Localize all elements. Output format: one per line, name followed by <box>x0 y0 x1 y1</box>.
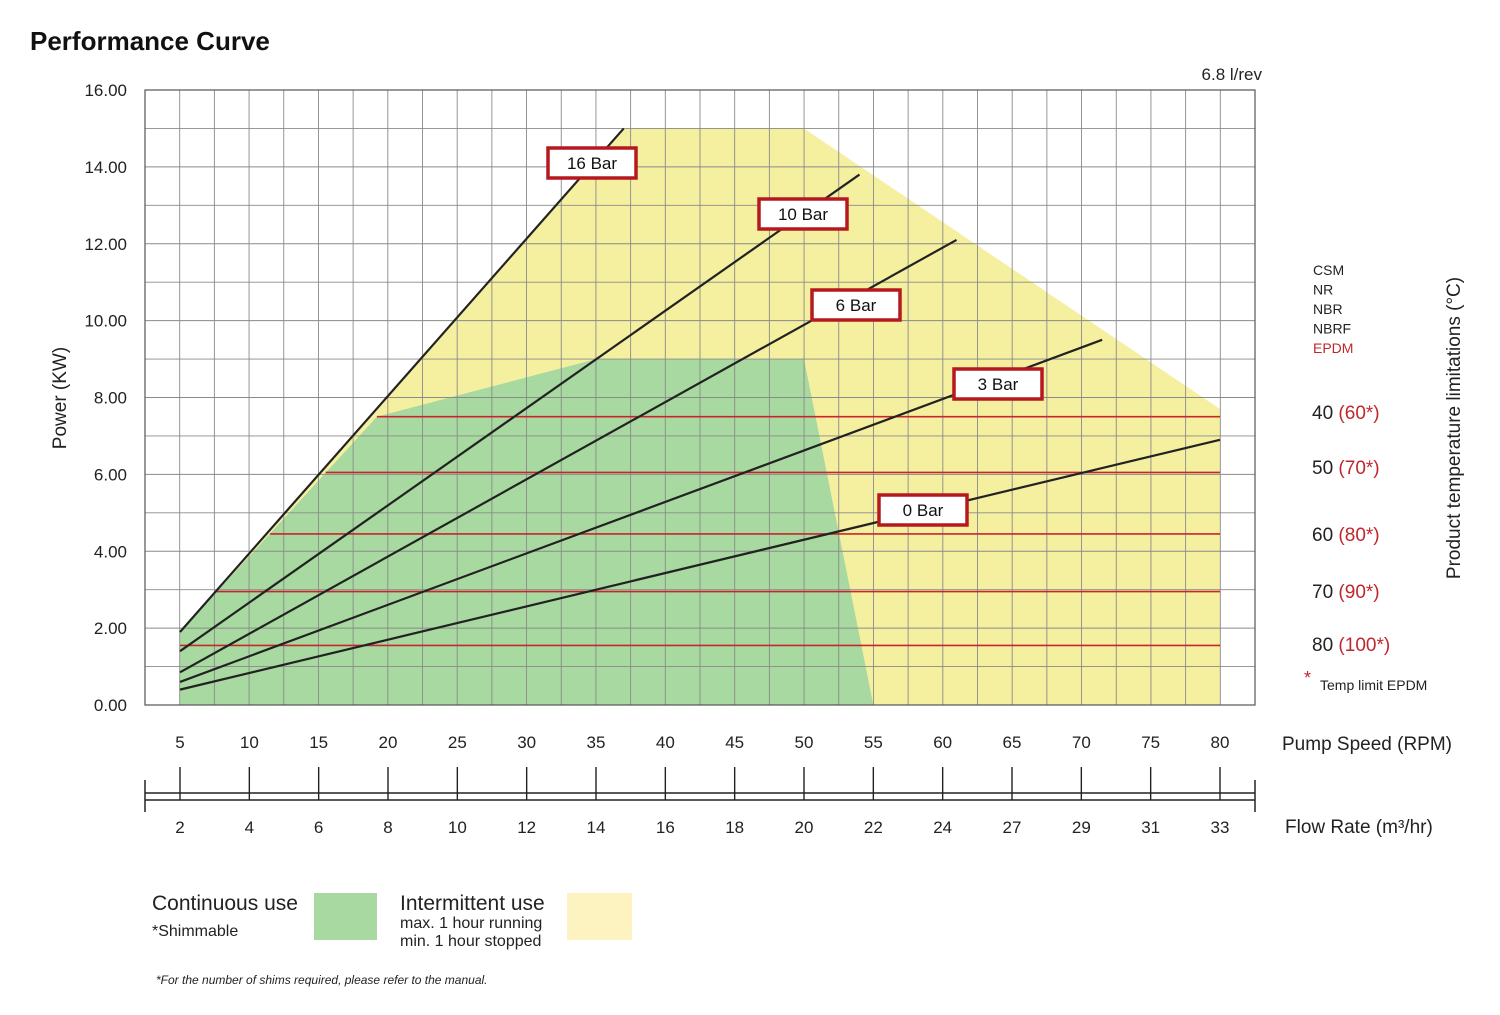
x-tick-label: 25 <box>448 733 467 752</box>
temperature-lines <box>180 415 1220 647</box>
series-line-0-bar <box>179 438 1221 691</box>
x-tick-label: 75 <box>1141 733 1160 752</box>
series-label-16-bar: 16 Bar <box>567 154 617 173</box>
flow-tick-label: 12 <box>517 818 536 837</box>
chart-title: Performance Curve <box>30 26 270 56</box>
flow-tick-label: 4 <box>245 818 254 837</box>
flow-tick-label: 6 <box>314 818 323 837</box>
legend-intermittent-title: Intermittent use <box>400 892 545 915</box>
epdm-note: Temp limit EPDM <box>1320 677 1427 693</box>
y-tick-label: 16.00 <box>84 81 127 100</box>
series-label-box-16-bar <box>546 146 638 180</box>
footnote: *For the number of shims required, pleas… <box>156 973 488 987</box>
legend-continuous-title: Continuous use <box>152 892 298 915</box>
displacement-label: 6.8 l/rev <box>1202 65 1263 84</box>
temp-label-epdm: (90*) <box>1338 582 1379 603</box>
series-line-16-bar <box>179 127 625 633</box>
y-tick-label: 12.00 <box>84 235 127 254</box>
material-epdm: EPDM <box>1313 340 1353 356</box>
grid <box>144 89 1256 706</box>
y-axis-ticks: 0.00 2.00 4.00 6.00 8.00 10.00 12.00 14.00 16.00 <box>84 81 127 715</box>
flow-tick-label: 14 <box>587 818 606 837</box>
x-tick-label: 5 <box>175 733 184 752</box>
x-axis-label: Pump Speed (RPM) <box>1282 734 1452 755</box>
flow-tick-label: 2 <box>175 818 184 837</box>
flow-tick-label: 16 <box>656 818 675 837</box>
flow-tick-label: 33 <box>1211 818 1230 837</box>
x-tick-label: 30 <box>517 733 536 752</box>
flow-tick-label: 22 <box>864 818 883 837</box>
temperature-labels: 40 (60*) 50 (70*) 60 (80*) 70 (90*) 80 (100*… <box>1312 403 1390 656</box>
flow-tick-label: 27 <box>1003 818 1022 837</box>
material-nbr: NBR <box>1313 301 1343 317</box>
x-tick-label: 80 <box>1211 733 1230 752</box>
legend-intermittent-line2: min. 1 hour stopped <box>400 933 541 950</box>
legend-intermittent-swatch <box>567 893 632 940</box>
material-nr: NR <box>1313 282 1333 298</box>
series-label-box-0-bar <box>877 493 969 527</box>
series-label-box-3-bar <box>952 367 1044 401</box>
temp-label-epdm: (60*) <box>1338 403 1379 424</box>
x-tick-label: 70 <box>1072 733 1091 752</box>
y-tick-label: 8.00 <box>94 389 127 408</box>
temperature-axis-label: Product temperature limitations (°C) <box>1444 277 1465 579</box>
y-tick-label: 14.00 <box>84 158 127 177</box>
flow-tick-label: 10 <box>448 818 467 837</box>
temp-label-70: 70 (90*) <box>1312 582 1380 603</box>
y-tick-label: 0.00 <box>94 696 127 715</box>
x-tick-label: 50 <box>795 733 814 752</box>
series-label-10-bar: 10 Bar <box>778 205 828 224</box>
x-tick-label: 15 <box>309 733 328 752</box>
temp-label-40: 40 (60*) <box>1312 403 1380 424</box>
legend-continuous-sub: *Shimmable <box>152 923 238 940</box>
series-label-box-10-bar <box>757 197 849 231</box>
x-tick-label: 10 <box>240 733 259 752</box>
x-tick-label: 65 <box>1003 733 1022 752</box>
material-csm: CSM <box>1313 262 1344 278</box>
temp-label-epdm: (100*) <box>1338 635 1390 656</box>
temp-label-60: 60 (80*) <box>1312 525 1380 546</box>
x-tick-label: 55 <box>864 733 883 752</box>
x-tick-label: 60 <box>933 733 952 752</box>
legend-intermittent-line1: max. 1 hour running <box>400 915 542 932</box>
flow-tick-label: 29 <box>1072 818 1091 837</box>
temp-label-80: 80 (100*) <box>1312 635 1390 656</box>
x-tick-label: 40 <box>656 733 675 752</box>
series-label-3-bar: 3 Bar <box>978 375 1019 394</box>
y-tick-label: 6.00 <box>94 465 127 484</box>
plot-frame <box>144 89 1256 706</box>
series-line-10-bar <box>179 173 861 653</box>
x-tick-label: 45 <box>725 733 744 752</box>
materials-list: CSM NR NBR NBRF EPDM <box>1313 262 1353 356</box>
x-axis-ticks: 5 10 15 20 25 30 35 40 45 50 55 60 65 70 75 80 <box>175 733 1229 752</box>
y-tick-label: 10.00 <box>84 312 127 331</box>
flow-tick-label: 8 <box>383 818 392 837</box>
x-tick-label: 20 <box>379 733 398 752</box>
y-tick-label: 2.00 <box>94 619 127 638</box>
series-label-box-6-bar <box>810 288 902 322</box>
series-label-0-bar: 0 Bar <box>903 501 944 520</box>
series-line-3-bar <box>179 338 1103 683</box>
temp-label-epdm: (70*) <box>1338 458 1379 479</box>
flow-axis-label: Flow Rate (m³/hr) <box>1285 817 1433 838</box>
material-nbrf: NBRF <box>1313 321 1351 337</box>
temp-label-epdm: (80*) <box>1338 525 1379 546</box>
flow-rate-axis: 2 4 6 8 10 12 14 16 18 20 22 24 27 29 31 33 <box>144 767 1256 837</box>
x-tick-label: 35 <box>587 733 606 752</box>
flow-tick-label: 31 <box>1141 818 1160 837</box>
series-label-6-bar: 6 Bar <box>836 296 877 315</box>
y-tick-label: 4.00 <box>94 542 127 561</box>
series-labels: 16 Bar 10 Bar 6 Bar 3 Bar 0 Bar <box>546 146 1044 527</box>
legend-continuous-swatch <box>314 893 377 940</box>
temp-label-50: 50 (70*) <box>1312 458 1380 479</box>
y-axis-label: Power (KW) <box>50 347 71 449</box>
flow-tick-label: 24 <box>933 818 952 837</box>
flow-tick-label: 18 <box>725 818 744 837</box>
epdm-asterisk: * <box>1304 668 1311 688</box>
flow-tick-label: 20 <box>795 818 814 837</box>
